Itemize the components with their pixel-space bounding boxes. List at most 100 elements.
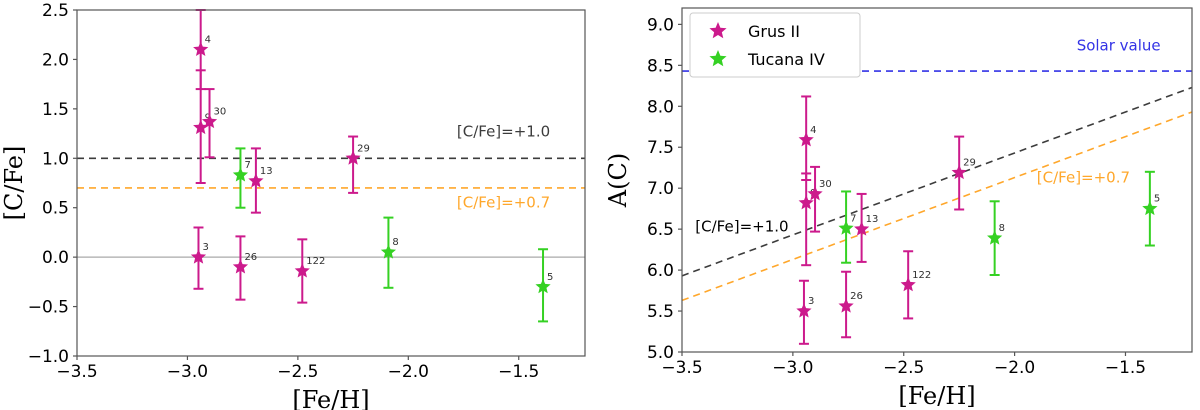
- star-marker-icon: [380, 244, 397, 259]
- y-tick-label: 0.5: [42, 199, 69, 219]
- data-point[interactable]: 29: [345, 135, 370, 194]
- point-label: 7: [850, 213, 856, 224]
- x-tick-label: −3.5: [56, 362, 97, 382]
- data-series-group: 4 930 13 29 3 26 122 7 8 5: [190, 9, 553, 323]
- x-axis-title: [Fe/H]: [898, 382, 975, 410]
- star-marker-icon: [232, 259, 249, 274]
- point-label: 30: [819, 179, 832, 190]
- star-marker-icon: [190, 249, 207, 264]
- y-axis-title: A(C): [604, 153, 632, 208]
- star-marker-icon: [1142, 200, 1158, 216]
- scatter-plot-ac-vs-feh: 4 930 13 29 3 26 122 7 8 5 −3.5 −3.0 −2.5 −2.0 −1.5 5.0…: [604, 7, 1193, 410]
- point-label: 5: [547, 272, 553, 283]
- legend-item[interactable]: Grus II: [709, 22, 800, 41]
- data-series-group: 4 930 13 29 3 26 122 7 8 5: [796, 95, 1160, 345]
- star-marker-icon: [535, 278, 551, 294]
- point-label: 26: [850, 291, 863, 302]
- star-marker-icon: [798, 194, 814, 210]
- data-point[interactable]: 13: [854, 192, 878, 263]
- legend-item-label: Tucana IV: [747, 50, 825, 69]
- annotation-label: [C/Fe]=+0.7: [1037, 168, 1130, 186]
- annotations-group: [C/Fe]=+1.0 [C/Fe]=+0.7: [457, 123, 550, 212]
- point-label: 26: [244, 252, 257, 263]
- point-label: 122: [912, 270, 931, 281]
- point-label: 122: [306, 256, 325, 267]
- y-tick-label: −1.0: [28, 347, 69, 367]
- point-label: 29: [963, 158, 976, 169]
- y-tick-label: 8.0: [647, 97, 674, 117]
- series-grus-ii: 4 930 13 29 3 26 122: [796, 95, 976, 345]
- legend-box: [689, 12, 861, 78]
- star-marker-icon: [345, 150, 361, 165]
- y-tick-label: 0.0: [42, 248, 69, 268]
- panel-right-ac: 4 930 13 29 3 26 122 7 8 5 −3.5 −3.0 −2.5 −2.0 −1.5 5.0…: [600, 0, 1200, 410]
- star-marker-icon: [838, 220, 854, 235]
- axes-group: −3.5 −3.0 −2.5 −2.0 −1.5 −1.0 −0.5 0.0 0.5 1.0 1.5…: [0, 1, 586, 410]
- x-tick-label: −2.0: [994, 358, 1035, 378]
- y-tick-label: 1.5: [42, 100, 69, 120]
- plot-frame: [76, 9, 586, 357]
- y-tick-label: 6.5: [647, 220, 674, 240]
- data-point[interactable]: 4: [798, 95, 817, 181]
- star-marker-icon: [796, 303, 812, 318]
- star-marker-icon: [951, 164, 967, 180]
- y-tick-label: 6.0: [647, 261, 674, 281]
- star-marker-icon: [798, 131, 814, 147]
- y-tick-label: 9.0: [647, 15, 674, 35]
- legend-item[interactable]: Tucana IV: [709, 50, 825, 69]
- data-point[interactable]: 122: [294, 238, 326, 304]
- data-point[interactable]: 3: [190, 226, 209, 290]
- data-point[interactable]: 9: [798, 172, 817, 267]
- x-tick-label: −1.5: [1105, 358, 1146, 378]
- point-label: 13: [260, 166, 273, 177]
- x-tick-label: −3.5: [661, 358, 702, 378]
- point-label: 4: [810, 125, 816, 136]
- y-tick-label: 5.0: [647, 343, 674, 363]
- x-tick-label: −3.0: [167, 362, 208, 382]
- y-axis-title: [C/Fe]: [0, 146, 28, 221]
- annotation-label: Solar value: [1077, 37, 1161, 55]
- panel-left-cfe: 4 930 13 29 3 26 122 7 8 5 −3.5 −3.0 −2.5 −2.0 −1.5 −1.…: [0, 1, 586, 410]
- data-point[interactable]: 26: [838, 270, 863, 339]
- data-point[interactable]: 122: [900, 250, 932, 320]
- annotation-label: [C/Fe]=+1.0: [457, 123, 550, 141]
- star-marker-icon: [201, 113, 218, 129]
- data-point[interactable]: 4: [193, 9, 211, 91]
- y-tick-label: 8.5: [647, 56, 674, 76]
- series-grus-ii: 4 930 13 29 3 26 122: [190, 9, 370, 304]
- data-point[interactable]: 30: [201, 88, 227, 159]
- point-label: 5: [1154, 194, 1160, 205]
- annotations-group: Solar value [C/Fe]=+1.0 [C/Fe]=+0.7: [695, 37, 1160, 236]
- data-point[interactable]: 5: [1142, 170, 1160, 247]
- data-point[interactable]: 30: [807, 165, 832, 233]
- data-point[interactable]: 8: [380, 216, 399, 289]
- point-label: 4: [205, 35, 211, 46]
- data-point[interactable]: 3: [796, 279, 814, 345]
- cfe-1p0-line: [681, 86, 1193, 277]
- point-label: 3: [808, 296, 814, 307]
- data-point[interactable]: 7: [838, 190, 856, 264]
- point-label: 8: [999, 223, 1005, 234]
- point-label: 7: [244, 160, 250, 171]
- star-marker-icon: [838, 298, 854, 313]
- data-point[interactable]: 29: [951, 135, 976, 211]
- series-tucana-iv: 7 8 5: [838, 170, 1160, 277]
- data-point[interactable]: 8: [987, 200, 1005, 277]
- scatter-plot-cfe-vs-feh: 4 930 13 29 3 26 122 7 8 5 −3.5 −3.0 −2.5 −2.0 −1.5 −1.…: [0, 1, 586, 410]
- data-point[interactable]: 26: [232, 235, 257, 301]
- y-tick-label: 1.0: [42, 149, 69, 169]
- x-tick-label: −2.5: [883, 358, 924, 378]
- star-marker-icon: [232, 167, 249, 182]
- x-axis-title: [Fe/H]: [292, 386, 369, 410]
- data-point[interactable]: 9: [193, 69, 211, 184]
- data-point[interactable]: 5: [535, 248, 553, 323]
- point-label: 3: [202, 242, 208, 253]
- data-point[interactable]: 13: [248, 147, 273, 214]
- data-point[interactable]: 7: [232, 147, 251, 209]
- cfe-0p7-line: [681, 111, 1193, 302]
- star-marker-icon: [807, 185, 823, 201]
- point-label: 8: [392, 237, 398, 248]
- point-label: 30: [214, 107, 227, 118]
- x-tick-label: −3.0: [772, 358, 813, 378]
- point-label: 29: [357, 143, 370, 154]
